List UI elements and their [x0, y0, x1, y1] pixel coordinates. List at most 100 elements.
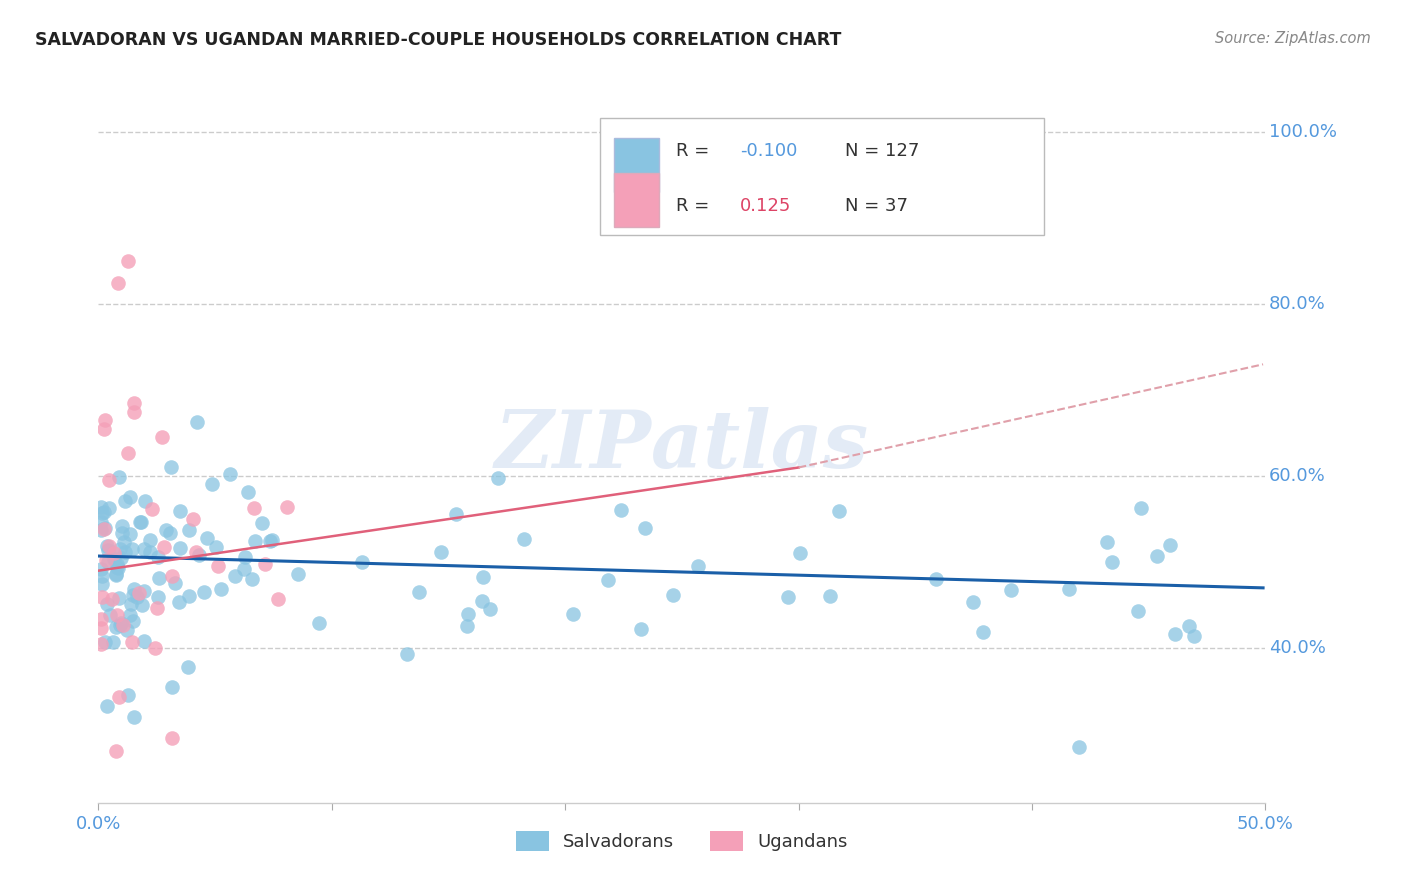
Point: [111, 617, 134, 632]
Point: [262, 533, 284, 548]
Point: [105, 557, 128, 571]
Point: [1000, 582, 1022, 597]
Point: [146, 550, 169, 565]
Point: [240, 572, 263, 586]
Point: [128, 515, 150, 529]
Text: 40.0%: 40.0%: [1268, 639, 1326, 657]
Point: [105, 560, 128, 574]
Point: [352, 555, 374, 569]
Point: [90, 500, 112, 515]
Point: [456, 618, 478, 632]
Text: 0.125: 0.125: [741, 197, 792, 215]
Point: [128, 586, 150, 600]
Point: [205, 540, 228, 554]
Point: [1057, 582, 1080, 596]
Point: [108, 690, 131, 704]
Point: [276, 500, 298, 515]
Point: [90, 561, 112, 575]
Point: [96, 699, 118, 714]
Point: [150, 430, 173, 444]
Point: [134, 634, 156, 648]
Point: [97, 539, 120, 553]
Point: [183, 512, 205, 526]
Point: [596, 573, 619, 587]
Point: [94, 413, 117, 427]
Point: [120, 608, 142, 623]
Point: [96, 539, 118, 553]
Point: [131, 598, 153, 612]
Text: SALVADORAN VS UGANDAN MARRIED-COUPLE HOUSEHOLDS CORRELATION CHART: SALVADORAN VS UGANDAN MARRIED-COUPLE HOU…: [35, 31, 842, 49]
Point: [209, 582, 232, 596]
Point: [98, 500, 121, 515]
Point: [471, 593, 494, 607]
Text: 60.0%: 60.0%: [1268, 467, 1326, 485]
Point: [661, 588, 683, 602]
Point: [129, 515, 152, 529]
Point: [90, 524, 112, 538]
Point: [972, 624, 994, 639]
Point: [122, 396, 145, 410]
Point: [148, 571, 170, 585]
Point: [512, 532, 534, 546]
Point: [395, 648, 418, 662]
Point: [630, 622, 652, 636]
Point: [121, 614, 143, 628]
Point: [96, 555, 118, 569]
Point: [90, 590, 112, 604]
Point: [114, 545, 136, 559]
Point: [201, 477, 224, 491]
Text: 100.0%: 100.0%: [1268, 123, 1337, 141]
Point: [107, 591, 129, 605]
Point: [688, 558, 710, 573]
Point: [121, 588, 143, 602]
Point: [101, 592, 124, 607]
Point: [827, 504, 849, 518]
Point: [188, 548, 211, 562]
Point: [308, 616, 330, 631]
Point: [110, 550, 132, 565]
Point: [160, 680, 183, 694]
Point: [120, 490, 142, 504]
Point: [1164, 627, 1187, 641]
Point: [479, 601, 502, 615]
Point: [117, 254, 139, 268]
Point: [90, 621, 112, 635]
Text: R =: R =: [676, 197, 716, 215]
FancyBboxPatch shape: [614, 138, 658, 192]
Point: [186, 545, 208, 559]
Point: [139, 545, 162, 559]
Point: [778, 590, 800, 604]
Point: [444, 507, 467, 521]
Point: [169, 541, 191, 556]
Point: [125, 591, 148, 605]
Point: [94, 521, 117, 535]
Text: ZIP​atlas: ZIP​atlas: [495, 408, 869, 484]
Point: [91, 506, 114, 520]
Point: [457, 607, 479, 621]
Text: N = 37: N = 37: [845, 197, 908, 215]
Point: [224, 569, 246, 583]
Point: [97, 473, 120, 487]
Point: [148, 591, 170, 605]
Point: [107, 276, 129, 290]
Point: [108, 470, 131, 484]
Point: [267, 591, 290, 606]
Point: [1126, 604, 1149, 618]
FancyBboxPatch shape: [600, 118, 1043, 235]
Point: [1101, 555, 1123, 569]
Text: N = 127: N = 127: [845, 142, 920, 160]
Point: [162, 568, 184, 582]
Point: [176, 660, 198, 674]
Point: [117, 689, 139, 703]
Point: [1095, 535, 1118, 549]
Point: [562, 607, 585, 621]
Point: [634, 521, 657, 535]
Point: [1159, 538, 1181, 552]
Point: [238, 484, 260, 499]
Point: [789, 546, 811, 560]
Point: [962, 595, 984, 609]
Point: [153, 540, 176, 554]
Point: [134, 494, 156, 508]
Point: [103, 552, 125, 566]
Point: [408, 585, 430, 599]
